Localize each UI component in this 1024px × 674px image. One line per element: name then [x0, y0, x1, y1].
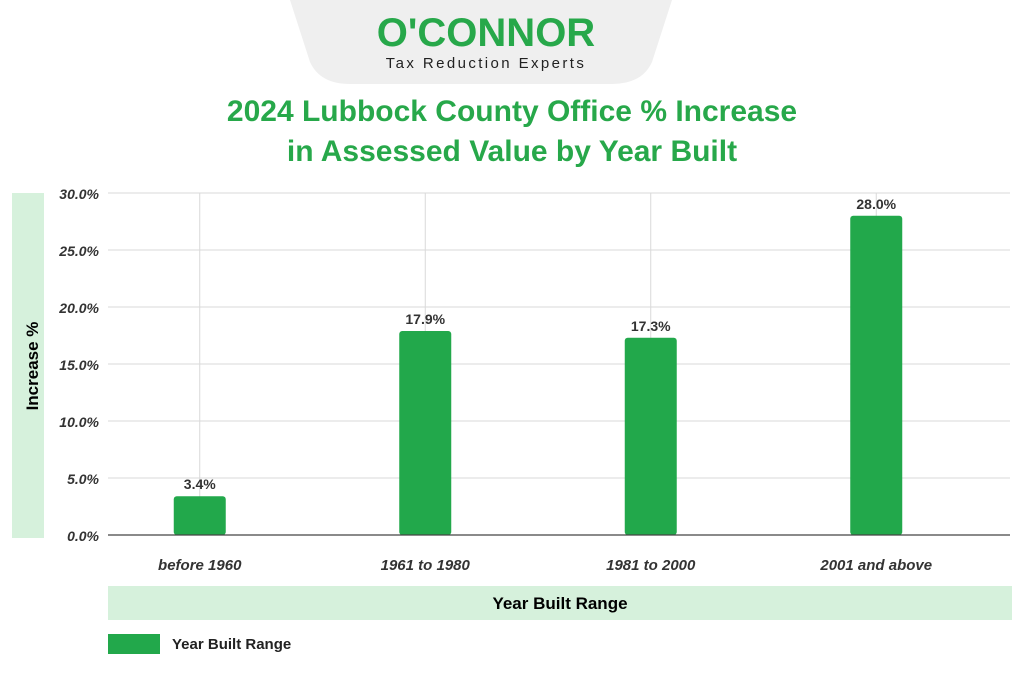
- bar: [850, 215, 903, 536]
- bar: [399, 330, 452, 535]
- y-tick-label: 10.0%: [59, 414, 99, 430]
- data-label: 28.0%: [856, 196, 896, 212]
- data-label: 17.9%: [405, 311, 445, 327]
- y-tick-label: 25.0%: [58, 243, 99, 259]
- data-labels: 3.4% 17.9% 17.3% 28.0%: [184, 196, 897, 492]
- data-label: 3.4%: [184, 476, 216, 492]
- x-tick-label: 2001 and above: [819, 557, 932, 574]
- brand-logo: O'CONNOR: [377, 11, 596, 55]
- bar: [173, 496, 226, 535]
- x-tick-label: 1961 to 1980: [381, 557, 471, 574]
- y-tick-label: 5.0%: [67, 471, 99, 487]
- y-tick-label: 15.0%: [59, 357, 99, 373]
- brand-tagline: Tax Reduction Experts: [386, 55, 586, 72]
- y-tick-label: 30.0%: [59, 186, 99, 202]
- x-axis-label: Year Built Range: [492, 594, 627, 613]
- y-axis-label-band: [12, 193, 44, 538]
- y-tick-label: 0.0%: [67, 528, 99, 544]
- chart-title-line-2: in Assessed Value by Year Built: [287, 135, 737, 168]
- x-tick-label: before 1960: [158, 557, 242, 574]
- legend-swatch: [108, 634, 160, 654]
- logo-backdrop: [290, 0, 672, 84]
- chart-title-line-1: 2024 Lubbock County Office % Increase: [227, 95, 797, 128]
- data-label: 17.3%: [631, 318, 671, 334]
- bar: [624, 337, 677, 535]
- y-tick-label: 20.0%: [58, 300, 99, 316]
- x-tick-label: 1981 to 2000: [606, 557, 696, 574]
- x-tick-labels: before 1960 1961 to 1980 1981 to 2000 2001 …: [158, 557, 932, 574]
- y-tick-labels: 0.0% 5.0% 10.0% 15.0% 20.0% 25.0% 30.0%: [58, 186, 99, 544]
- bars: [173, 215, 903, 536]
- y-axis-label: Increase %: [23, 322, 42, 411]
- legend-label: Year Built Range: [172, 636, 291, 653]
- x-axis-label-band: [108, 586, 1012, 620]
